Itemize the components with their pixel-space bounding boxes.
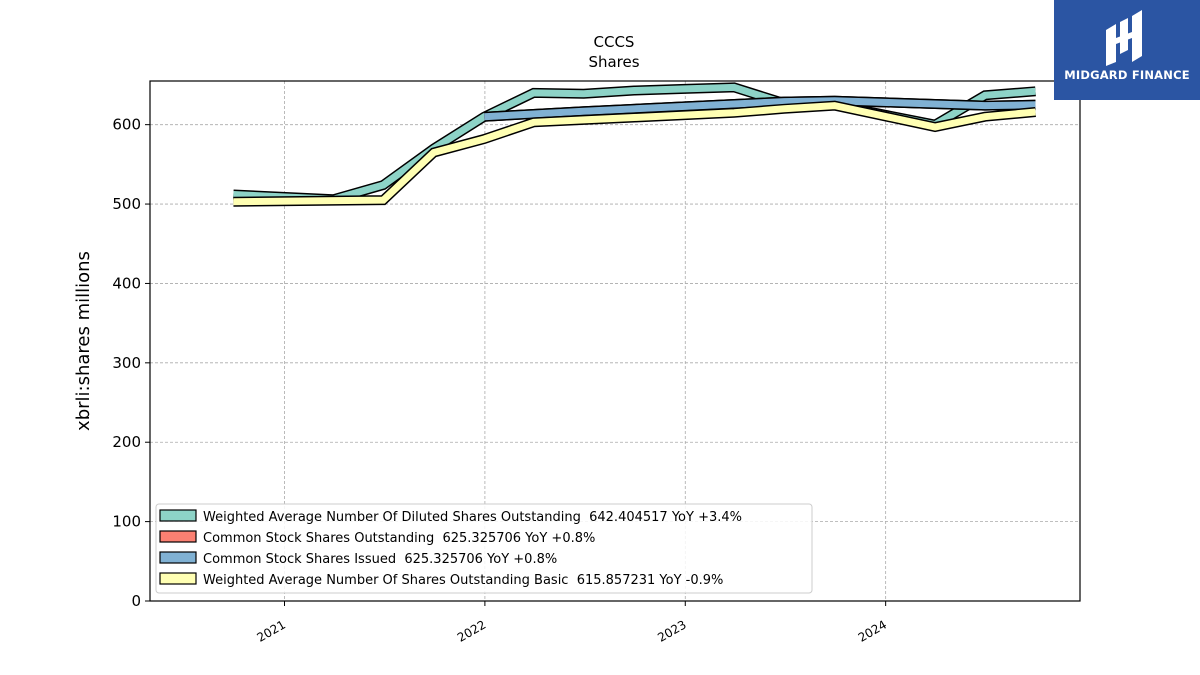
legend-swatch (159, 551, 197, 564)
y-tick-label: 0 (131, 592, 141, 610)
legend-entry: Weighted Average Number Of Shares Outsta… (203, 573, 723, 588)
series-lines (233, 82, 1036, 207)
x-tick-label: 2022 (455, 617, 488, 644)
legend: Weighted Average Number Of Diluted Share… (155, 503, 813, 594)
series-fill (233, 102, 1036, 206)
plot-frame (149, 80, 1081, 602)
series-line (233, 100, 1036, 207)
y-tick-label: 400 (112, 274, 141, 292)
legend-entry: Weighted Average Number Of Diluted Share… (203, 510, 742, 525)
chart-subtitle: Shares (588, 53, 639, 71)
y-tick-label: 200 (112, 433, 141, 451)
legend-box (155, 503, 813, 594)
legend-swatch (159, 509, 197, 522)
legend-swatch (159, 530, 197, 543)
legend-swatch (159, 572, 197, 585)
y-tick-label: 100 (112, 513, 141, 531)
midgard-logo-icon (1106, 10, 1142, 66)
series-line (484, 95, 1036, 122)
logo-text: MIDGARD FINANCE (1064, 68, 1190, 82)
x-tick-label: 2023 (655, 617, 688, 644)
y-tick-label: 300 (112, 354, 141, 372)
x-tick-label: 2021 (255, 617, 288, 644)
x-axis: 2021 2022 2023 2024 (255, 601, 889, 645)
y-tick-label: 600 (112, 116, 141, 134)
y-tick-label: 500 (112, 195, 141, 213)
chart-title: CCCS (594, 33, 635, 51)
legend-entry: Common Stock Shares Issued 625.325706 Yo… (203, 552, 557, 567)
legend-entry: Common Stock Shares Outstanding 625.3257… (203, 531, 595, 546)
y-axis: 0 100 200 300 400 500 600 (112, 116, 150, 610)
y-axis-label: xbrli:shares millions (73, 251, 94, 431)
brand-logo: MIDGARD FINANCE (1054, 0, 1200, 100)
series-fill (484, 97, 1036, 121)
x-tick-label: 2024 (856, 617, 889, 644)
